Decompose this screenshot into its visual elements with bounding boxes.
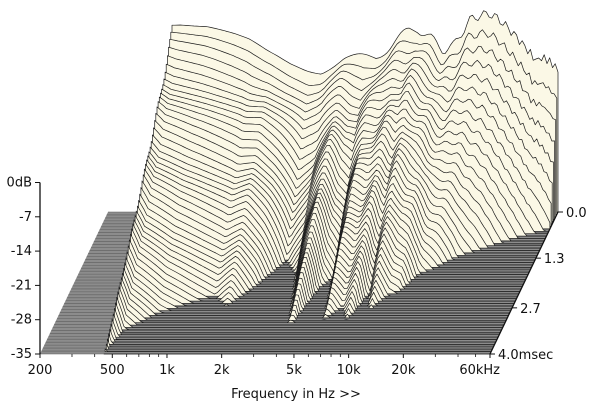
y-tick-label: -21: [11, 278, 32, 293]
decay-slice: [119, 281, 507, 321]
x-tick-label: 1k: [159, 363, 175, 378]
decay-slice: [120, 277, 508, 319]
decay-slice: [109, 328, 497, 343]
decay-slice: [118, 286, 506, 324]
decay-slice: [126, 251, 514, 307]
decay-slices: [103, 10, 559, 355]
decay-slice: [111, 318, 499, 338]
decay-slice: [108, 333, 495, 345]
y-tick-label: -35: [11, 347, 32, 362]
z-tick-label: 4.0msec: [498, 348, 553, 363]
y-tick-label: 0dB: [7, 176, 32, 191]
decay-slice: [122, 272, 509, 316]
z-tick-label: 0.0: [566, 206, 587, 221]
x-axis: 200 500 1k 2k 5k 10k 20k 60kHz: [28, 354, 500, 378]
decay-slice: [124, 262, 512, 312]
x-tick-label: 20k: [391, 363, 416, 378]
decay-slice: [116, 296, 504, 328]
decay-slice: [112, 313, 500, 336]
z-axis: 0.0 1.3 2.7 4.0msec: [490, 206, 587, 363]
decay-slice: [104, 348, 492, 352]
y-tick-label: -7: [19, 210, 32, 225]
x-axis-title: Frequency in Hz >>: [231, 387, 361, 402]
z-axis-line: [489, 211, 559, 355]
y-tick-label: -14: [11, 244, 32, 259]
x-tick-label: 500: [100, 363, 125, 378]
decay-slice: [125, 257, 513, 309]
x-tick-label: 5k: [286, 363, 302, 378]
x-tick-label: 200: [28, 363, 53, 378]
decay-slice: [114, 307, 501, 333]
y-axis: 0dB -7 -14 -21 -28 -35: [7, 176, 40, 362]
x-tick-label: 60kHz: [459, 363, 500, 378]
x-tick-label: 10k: [337, 363, 362, 378]
decay-slice: [115, 302, 502, 331]
z-tick-label: 2.7: [520, 302, 541, 317]
decay-slice: [133, 219, 521, 292]
x-tick-label: 2k: [214, 363, 230, 378]
y-tick-label: -28: [11, 313, 32, 328]
decay-slice: [117, 291, 505, 326]
z-tick-label: 1.3: [544, 252, 565, 267]
decay-slice: [107, 338, 494, 348]
decay-slice: [110, 323, 498, 340]
decay-slice: [105, 343, 493, 350]
decay-slice: [123, 267, 510, 314]
